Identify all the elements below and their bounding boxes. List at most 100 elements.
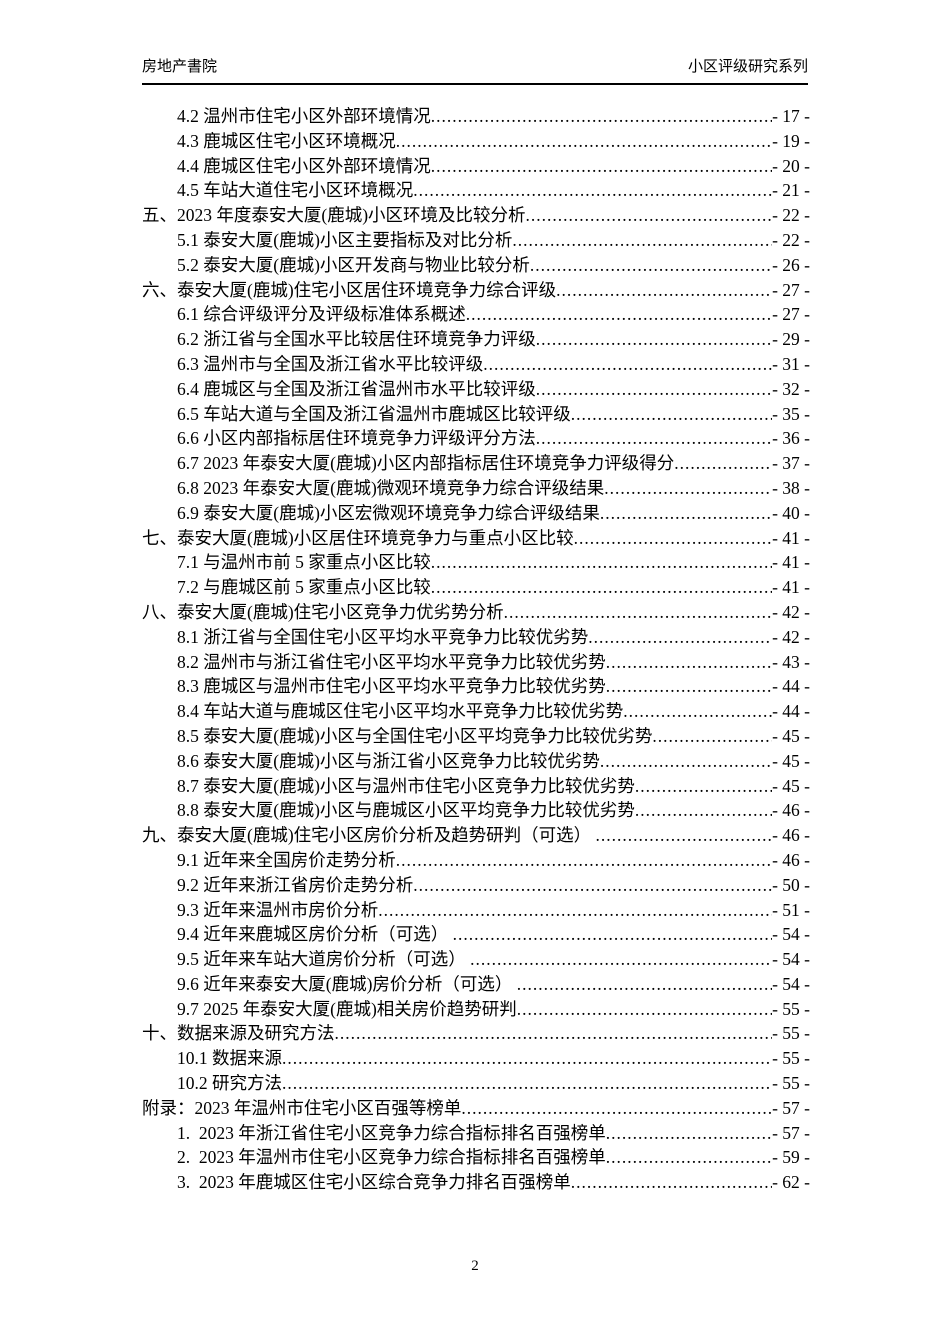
toc-entry: 9.6 近年来泰安大厦(鹿城)房价分析（可选） - 54 - — [142, 972, 810, 997]
toc-entry: 8.7 泰安大厦(鹿城)小区与温州市住宅小区竞争力比较优劣势 - 45 - — [142, 774, 810, 799]
toc-entry-label: 4.3 鹿城区住宅小区环境概况 — [177, 130, 396, 151]
toc-leader-dots — [453, 922, 772, 947]
toc-entry: 附录：2023 年温州市住宅小区百强等榜单 - 57 - — [142, 1096, 810, 1121]
toc-entry-page: - 54 - — [772, 949, 810, 970]
toc-entry-label: 9.3 近年来温州市房价分析 — [177, 899, 379, 920]
toc-entry-label: 8.5 泰安大厦(鹿城)小区与全国住宅小区平均竞争力比较优劣势 — [177, 725, 653, 746]
toc-entry-label: 10.1 数据来源 — [177, 1048, 282, 1069]
toc-entry: 七、泰安大厦(鹿城)小区居住环境竞争力与重点小区比较 - 41 - — [142, 526, 810, 551]
toc-entry-label: 9.1 近年来全国房价走势分析 — [177, 849, 396, 870]
toc-entry-page: - 22 - — [772, 229, 810, 250]
toc-leader-dots — [431, 154, 772, 179]
toc-entry: 4.5 车站大道住宅小区环境概况 - 21 - — [142, 178, 810, 203]
toc-entry-label: 七、泰安大厦(鹿城)小区居住环境竞争力与重点小区比较 — [142, 527, 574, 548]
toc-entry-page: - 42 - — [772, 601, 810, 622]
toc-entry-label: 4.2 温州市住宅小区外部环境情况 — [177, 106, 431, 126]
toc-entry-page: - 32 - — [772, 378, 810, 399]
toc-entry-label: 6.9 泰安大厦(鹿城)小区宏微观环境竞争力综合评级结果 — [177, 502, 600, 523]
toc-entry-page: - 26 - — [772, 254, 810, 275]
toc-entry: 9.3 近年来温州市房价分析 - 51 - — [142, 898, 810, 923]
toc-leader-dots — [652, 724, 772, 749]
toc-leader-dots — [606, 1145, 772, 1170]
toc-entry-page: - 45 - — [772, 775, 810, 796]
toc-leader-dots — [600, 749, 772, 774]
toc-entry-label: 附录：2023 年温州市住宅小区百强等榜单 — [142, 1097, 462, 1118]
toc-entry-page: - 41 - — [772, 527, 810, 548]
page-header: 房地产書院 小区评级研究系列 — [142, 58, 808, 85]
toc-leader-dots — [504, 600, 772, 625]
toc-entry: 9.1 近年来全国房价走势分析 - 46 - — [142, 848, 810, 873]
toc-entry-page: - 38 - — [772, 477, 810, 498]
toc-entry-label: 十、数据来源及研究方法 — [142, 1023, 335, 1044]
toc-entry: 六、泰安大厦(鹿城)住宅小区居住环境竞争力综合评级 - 27 - — [142, 278, 810, 303]
toc-entry: 8.1 浙江省与全国住宅小区平均水平竞争力比较优劣势 - 42 - — [142, 625, 810, 650]
toc-entry-label: 6.2 浙江省与全国水平比较居住环境竞争力评级 — [177, 329, 536, 350]
toc-leader-dots — [536, 426, 772, 451]
toc-entry-label: 9.7 2025 年泰安大厦(鹿城)相关房价趋势研判 — [177, 998, 517, 1019]
toc-leader-dots — [517, 997, 772, 1022]
toc-entry-page: - 50 - — [772, 874, 810, 895]
toc-leader-dots — [431, 575, 772, 600]
table-of-contents: 4.2 温州市住宅小区外部环境情况 - 17 - 4.3 鹿城区住宅小区环境概况… — [142, 104, 810, 1195]
toc-entry-page: - 59 - — [772, 1147, 810, 1168]
toc-entry-label: 五、2023 年度泰安大厦(鹿城)小区环境及比较分析 — [142, 205, 526, 226]
toc-entry: 8.6 泰安大厦(鹿城)小区与浙江省小区竞争力比较优劣势 - 45 - — [142, 749, 810, 774]
toc-entry-label: 9.6 近年来泰安大厦(鹿城)房价分析（可选） — [177, 973, 517, 994]
toc-entry: 9.2 近年来浙江省房价走势分析 - 50 - — [142, 873, 810, 898]
header-right-title: 小区评级研究系列 — [687, 58, 808, 75]
toc-entry-page: - 44 - — [772, 701, 810, 722]
toc-entry-label: 4.5 车站大道住宅小区环境概况 — [177, 180, 414, 201]
toc-leader-dots — [571, 1170, 772, 1195]
toc-leader-dots — [536, 327, 772, 352]
toc-entry-page: - 40 - — [772, 502, 810, 523]
toc-leader-dots — [396, 848, 772, 873]
toc-entry-label: 7.1 与温州市前 5 家重点小区比较 — [177, 552, 431, 573]
toc-leader-dots — [606, 1121, 772, 1146]
toc-entry-page: - 35 - — [772, 403, 810, 424]
toc-entry-page: - 55 - — [772, 998, 810, 1019]
toc-entry: 8.4 车站大道与鹿城区住宅小区平均水平竞争力比较优劣势 - 44 - — [142, 699, 810, 724]
toc-entry: 十、数据来源及研究方法 - 55 - — [142, 1021, 810, 1046]
toc-leader-dots — [600, 501, 772, 526]
toc-entry: 7.2 与鹿城区前 5 家重点小区比较 - 41 - — [142, 575, 810, 600]
toc-entry: 3. 2023 年鹿城区住宅小区综合竞争力排名百强榜单 - 62 - — [142, 1170, 810, 1195]
toc-entry-label: 9.2 近年来浙江省房价走势分析 — [177, 874, 414, 895]
toc-entry-page: - 21 - — [772, 180, 810, 201]
toc-leader-dots — [596, 823, 773, 848]
toc-entry-label: 1. 2023 年浙江省住宅小区竞争力综合指标排名百强榜单 — [177, 1122, 606, 1143]
toc-entry-page: - 55 - — [772, 1023, 810, 1044]
toc-entry: 8.8 泰安大厦(鹿城)小区与鹿城区小区平均竞争力比较优劣势 - 46 - — [142, 798, 810, 823]
toc-entry-label: 8.1 浙江省与全国住宅小区平均水平竞争力比较优劣势 — [177, 626, 589, 647]
toc-entry-label: 6.1 综合评级评分及评级标准体系概述 — [177, 304, 466, 325]
toc-entry-label: 5.2 泰安大厦(鹿城)小区开发商与物业比较分析 — [177, 254, 530, 275]
toc-entry: 6.7 2023 年泰安大厦(鹿城)小区内部指标居住环境竞争力评级得分 - 37… — [142, 451, 810, 476]
toc-leader-dots — [556, 278, 772, 303]
toc-entry: 6.4 鹿城区与全国及浙江省温州市水平比较评级 - 32 - — [142, 377, 810, 402]
toc-entry-label: 6.3 温州市与全国及浙江省水平比较评级 — [177, 353, 484, 374]
toc-entry: 九、泰安大厦(鹿城)住宅小区房价分析及趋势研判（可选） - 46 - — [142, 823, 810, 848]
toc-entry: 2. 2023 年温州市住宅小区竞争力综合指标排名百强榜单 - 59 - — [142, 1145, 810, 1170]
toc-entry-page: - 36 - — [772, 428, 810, 449]
toc-leader-dots — [604, 476, 772, 501]
toc-entry: 1. 2023 年浙江省住宅小区竞争力综合指标排名百强榜单 - 57 - — [142, 1121, 810, 1146]
toc-entry-page: - 46 - — [772, 849, 810, 870]
toc-entry-page: - 54 - — [772, 973, 810, 994]
toc-entry: 8.3 鹿城区与温州市住宅小区平均水平竞争力比较优劣势 - 44 - — [142, 674, 810, 699]
toc-entry-label: 5.1 泰安大厦(鹿城)小区主要指标及对比分析 — [177, 229, 513, 250]
toc-leader-dots — [536, 377, 772, 402]
toc-entry: 9.5 近年来车站大道房价分析（可选） - 54 - — [142, 947, 810, 972]
toc-leader-dots — [470, 947, 772, 972]
toc-entry-page: - 43 - — [772, 651, 810, 672]
toc-entry-page: - 19 - — [772, 130, 810, 151]
toc-leader-dots — [606, 650, 772, 675]
toc-leader-dots — [461, 1096, 772, 1121]
toc-entry-page: - 46 - — [772, 800, 810, 821]
toc-leader-dots — [335, 1021, 773, 1046]
toc-entry-page: - 51 - — [772, 899, 810, 920]
toc-entry-label: 4.4 鹿城区住宅小区外部环境情况 — [177, 155, 431, 176]
toc-entry-page: - 17 - — [772, 106, 810, 126]
toc-entry-page: - 62 - — [772, 1172, 810, 1193]
toc-leader-dots — [378, 898, 772, 923]
toc-entry: 4.3 鹿城区住宅小区环境概况 - 19 - — [142, 129, 810, 154]
toc-entry: 8.5 泰安大厦(鹿城)小区与全国住宅小区平均竞争力比较优劣势 - 45 - — [142, 724, 810, 749]
